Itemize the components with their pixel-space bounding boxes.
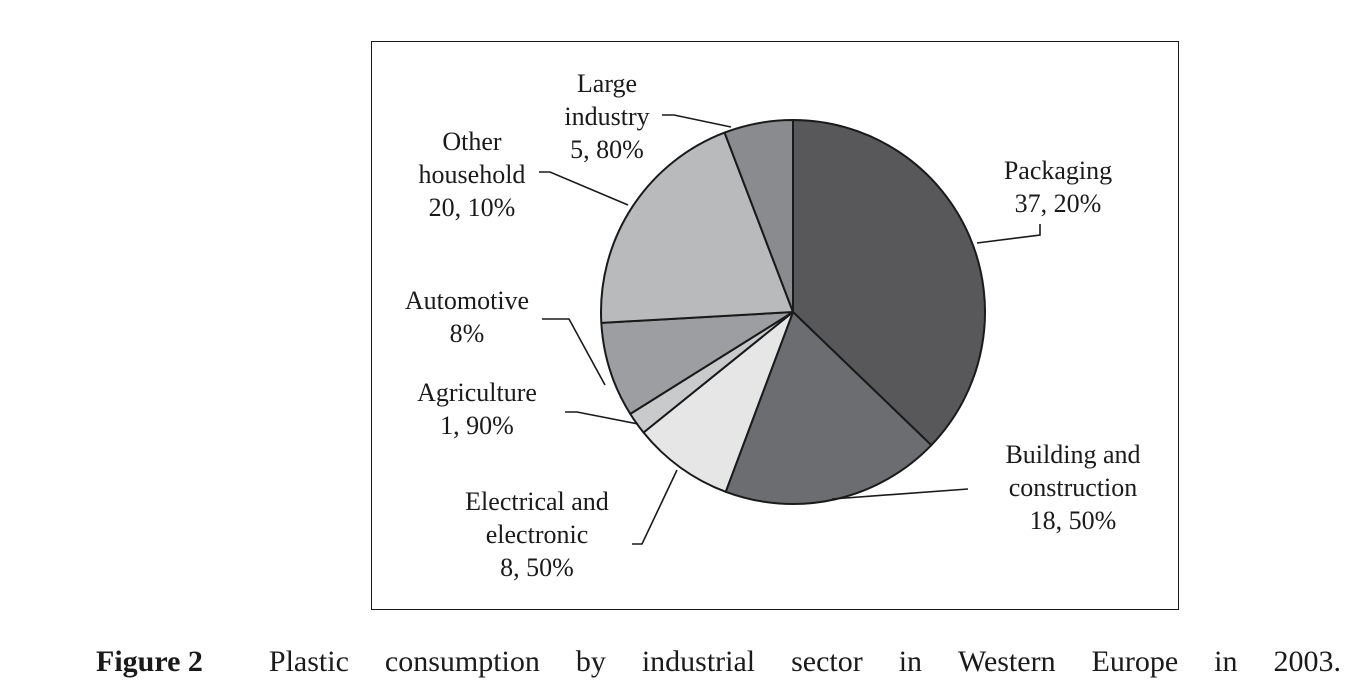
caption-word: consumption: [384, 645, 540, 678]
slice-name-label: household: [418, 160, 526, 189]
caption-word: by: [575, 645, 606, 678]
slice-value-label: 5, 80%: [570, 135, 644, 164]
caption-word: industrial: [641, 645, 756, 678]
figure-caption: Figure 2 Plastic consumption by industrial s…: [96, 642, 1341, 682]
slice-label: Automotive 8%: [387, 284, 547, 350]
leader-line: [565, 411, 639, 425]
caption-word: in: [1214, 645, 1238, 678]
slice-label: Packaging 37, 20%: [978, 154, 1138, 220]
slice-value-label: 1, 90%: [440, 411, 514, 440]
leader-line: [542, 318, 606, 386]
pie-slice-large-industry: [723, 119, 794, 313]
figure-label: Figure 2: [96, 645, 203, 678]
leader-line: [539, 171, 629, 206]
caption-word: in: [898, 645, 923, 678]
slice-value-label: 8, 50%: [500, 553, 574, 582]
pie-slice-electrical-and-electronic: [642, 311, 794, 493]
slice-name-label: Agriculture: [417, 378, 537, 407]
slice-name-label: Automotive: [404, 286, 530, 315]
slice-label: Electrical and electronic 8, 50%: [447, 485, 627, 584]
slice-name-label: Electrical and: [465, 487, 609, 516]
caption-word: Europe: [1091, 645, 1179, 678]
slice-value-label: 37, 20%: [1014, 189, 1102, 218]
leader-line: [831, 488, 969, 500]
slice-name-label: Other: [442, 127, 502, 156]
slice-name-label: construction: [1008, 473, 1138, 502]
slice-name-label: Packaging: [1003, 156, 1113, 185]
caption-word: 2003.: [1273, 645, 1341, 678]
slice-name-label: electronic: [485, 520, 589, 549]
caption-word: Western: [958, 645, 1056, 678]
leader-line: [662, 114, 732, 128]
slice-value-label: 8%: [449, 319, 485, 348]
slice-name-label: Building and: [1005, 440, 1141, 469]
slice-value-label: 18, 50%: [1029, 506, 1117, 535]
caption-word: Plastic: [268, 645, 349, 678]
slice-label: Agriculture 1, 90%: [407, 376, 547, 442]
pie-chart: [539, 114, 1041, 545]
slice-name-label: Large: [576, 69, 638, 98]
slice-label: Building and construction 18, 50%: [978, 438, 1168, 537]
slice-label: Large industry 5, 80%: [542, 67, 672, 166]
slice-value-label: 20, 10%: [428, 193, 516, 222]
pie-slice-packaging: [792, 119, 986, 447]
pie-slice-automotive: [600, 311, 794, 415]
pie-slice-other-household: [600, 131, 794, 324]
chart-frame: Packaging 37, 20% Building and construction…: [371, 41, 1179, 610]
slice-label: Other household 20, 10%: [397, 125, 547, 224]
leader-line: [976, 224, 1041, 244]
slice-name-label: industry: [564, 102, 650, 131]
caption-word: sector: [791, 645, 863, 678]
leader-line: [632, 469, 678, 545]
